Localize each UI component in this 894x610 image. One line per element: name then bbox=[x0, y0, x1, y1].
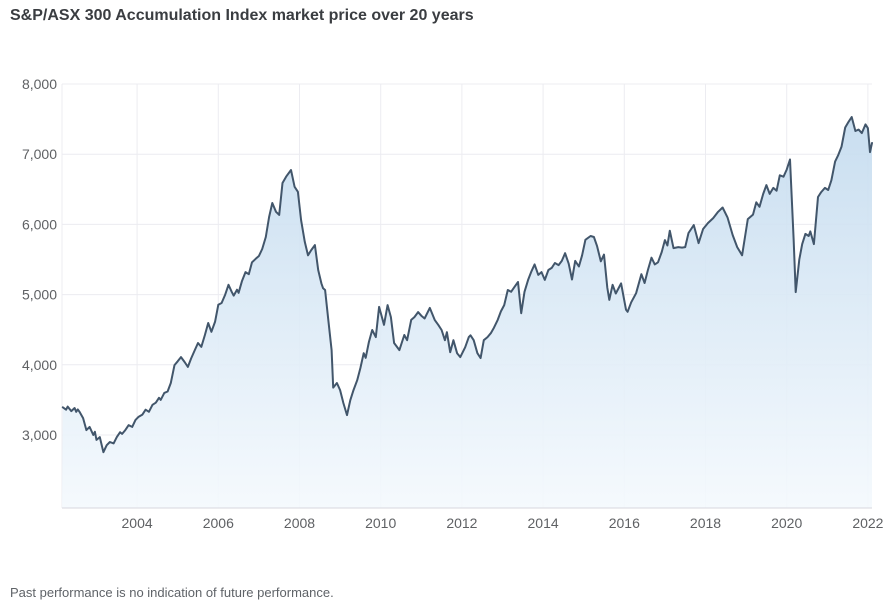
y-axis-label: 3,000 bbox=[22, 427, 57, 443]
chart-title: S&P/ASX 300 Accumulation Index market pr… bbox=[10, 7, 474, 24]
x-axis-label: 2022 bbox=[852, 515, 883, 531]
x-axis-label: 2010 bbox=[365, 515, 396, 531]
x-axis-label: 2018 bbox=[690, 515, 721, 531]
x-axis-label: 2020 bbox=[771, 515, 802, 531]
y-axis-label: 4,000 bbox=[22, 357, 57, 373]
price-area-chart: 3,000 4,000 5,000 6,000 7,000 8,000 2004 2006 20… bbox=[22, 76, 884, 531]
x-axis-label: 2012 bbox=[446, 515, 477, 531]
y-axis-label: 8,000 bbox=[22, 76, 57, 92]
y-axis-label: 6,000 bbox=[22, 216, 57, 232]
x-axis-label: 2008 bbox=[284, 515, 315, 531]
x-axis-label: 2006 bbox=[203, 515, 234, 531]
x-axis-label: 2004 bbox=[122, 515, 153, 531]
y-axis-label: 7,000 bbox=[22, 146, 57, 162]
y-axis-label: 5,000 bbox=[22, 287, 57, 303]
disclaimer-text: Past performance is no indication of fut… bbox=[10, 585, 334, 600]
x-axis-label: 2016 bbox=[609, 515, 640, 531]
x-axis-label: 2014 bbox=[528, 515, 559, 531]
price-line bbox=[61, 116, 873, 454]
area-fill bbox=[62, 117, 872, 508]
